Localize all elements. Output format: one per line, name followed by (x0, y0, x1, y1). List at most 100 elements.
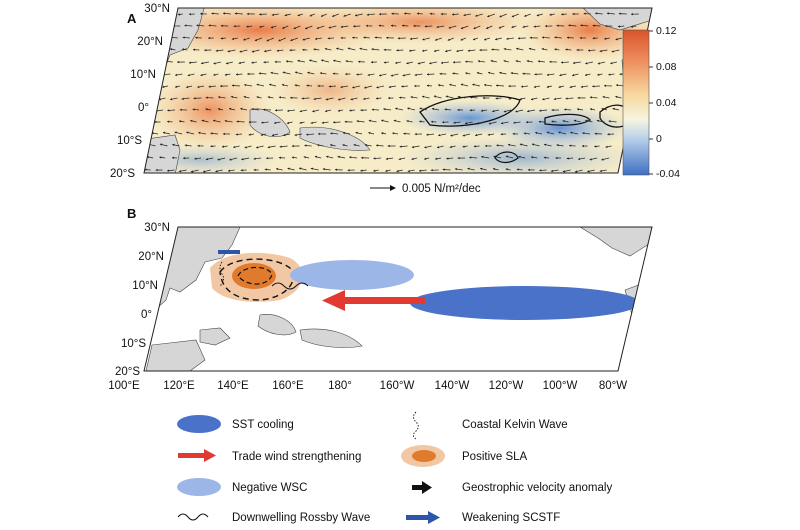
wind-vector-head (231, 37, 235, 41)
wind-vector-head (577, 96, 580, 100)
wind-vector-head (373, 169, 376, 172)
wind-vector-head (453, 121, 456, 124)
wind-vector-head (492, 109, 495, 113)
wind-vector-head (546, 131, 549, 134)
lon-label-160e: 160°E (272, 380, 304, 392)
wind-vector-head (162, 85, 165, 89)
wind-vector-head (512, 132, 515, 136)
wind-vector-head (291, 144, 294, 148)
wind-vector-head (419, 120, 422, 123)
legend-rossby-wave-label: Downwelling Rossby Wave (232, 512, 370, 524)
wind-vector-head (440, 61, 444, 64)
wind-vector-head (572, 12, 575, 16)
lon-label-140e: 140°E (217, 380, 249, 392)
wind-vector-head (476, 71, 480, 75)
wind-vector-head (503, 59, 506, 63)
wind-vector-head (312, 110, 315, 113)
wind-vector-head (487, 14, 490, 18)
wind-vector-head (321, 59, 324, 62)
wind-vector-head (475, 133, 478, 137)
wind-vector-head (177, 60, 180, 64)
wind-vector-head (470, 96, 473, 99)
wind-vector-head (356, 73, 359, 76)
wind-vector-head (194, 157, 197, 160)
reference-vector-label: 0.005 N/m²/dec (402, 183, 481, 195)
wind-vector-head (278, 96, 282, 99)
wind-vector-head (615, 38, 618, 41)
wind-vector-head (422, 49, 425, 52)
wind-vector-head (433, 95, 437, 98)
wind-vector-head (516, 168, 519, 171)
wind-vector-head (436, 146, 440, 149)
wind-vector-head (518, 155, 521, 159)
wind-vector-head (258, 72, 261, 75)
wind-vector-head (607, 133, 610, 136)
wind-vector-head (375, 97, 379, 100)
negative-wsc-ellipse (290, 260, 414, 290)
wind-vector-head (383, 48, 386, 52)
wind-vector-head (360, 108, 363, 112)
panel-b: B (108, 206, 653, 392)
legend-scstf-label: Weakening SCSTF (462, 512, 560, 524)
wind-vector-head (325, 98, 328, 101)
wind-vector-head (213, 73, 216, 76)
wind-vector-head (424, 25, 427, 28)
reference-vector: 0.005 N/m²/dec (370, 183, 481, 195)
wind-vector-head (426, 133, 429, 136)
wind-vector-head (397, 37, 400, 40)
wind-vector-head (266, 157, 269, 160)
wind-vector-head (553, 97, 556, 101)
wind-vector-head (378, 24, 381, 27)
wind-vector-head (564, 108, 567, 111)
wind-vector-head (515, 110, 518, 113)
wind-vector-head (319, 72, 323, 75)
wind-vector-head (352, 36, 355, 39)
wind-vector-head (316, 26, 320, 30)
wind-vector-head (435, 157, 438, 160)
wind-vector-head (251, 61, 254, 64)
wind-vector-head (270, 26, 274, 29)
wind-vector-head (390, 74, 394, 77)
wind-vector-head (491, 48, 494, 51)
wind-vector-head (325, 109, 328, 113)
wind-vector-head (426, 73, 430, 76)
wind-vector-head (383, 107, 386, 111)
wind-vector-head (404, 12, 407, 15)
wind-vector-head (615, 95, 618, 99)
wind-vector-head (328, 85, 331, 88)
wind-vector-head (537, 60, 541, 63)
wind-vector-head (193, 97, 196, 100)
wind-vector-head (535, 131, 538, 135)
wind-vector-head (431, 107, 435, 111)
wind-vector-head (379, 74, 382, 77)
wind-vector-head (220, 84, 223, 88)
wind-vector-head (154, 120, 157, 124)
wind-vector-head (467, 167, 470, 171)
wind-vector-head (371, 108, 374, 111)
wind-vector-head (256, 83, 259, 86)
wind-vector-head (359, 47, 362, 50)
wind-vector-head (225, 62, 229, 65)
wind-vector-head (492, 167, 496, 171)
wind-vector-head (167, 109, 170, 112)
wind-vector-head (392, 132, 395, 135)
wind-vector-head (482, 96, 485, 100)
wind-vector-head (240, 169, 243, 172)
wind-vector-head (395, 61, 398, 64)
wind-vector-head (187, 73, 190, 77)
wind-vector-head (205, 108, 208, 111)
wind-vector-head (179, 120, 182, 123)
wind-vector-head (505, 168, 508, 171)
wind-vector-head (355, 131, 358, 135)
wind-vector-head (251, 50, 255, 53)
wind-vector-head (473, 26, 476, 30)
wind-vector-head (388, 85, 391, 89)
wind-vector-head (419, 107, 422, 110)
wind-vector-head (519, 143, 523, 146)
wind-vector-head (309, 14, 313, 17)
wind-vector-head (188, 61, 192, 64)
wind-vector-head (184, 144, 187, 147)
wind-vector-head (573, 119, 577, 122)
wind-vector-head (385, 157, 389, 161)
wind-vector-head (254, 38, 258, 42)
